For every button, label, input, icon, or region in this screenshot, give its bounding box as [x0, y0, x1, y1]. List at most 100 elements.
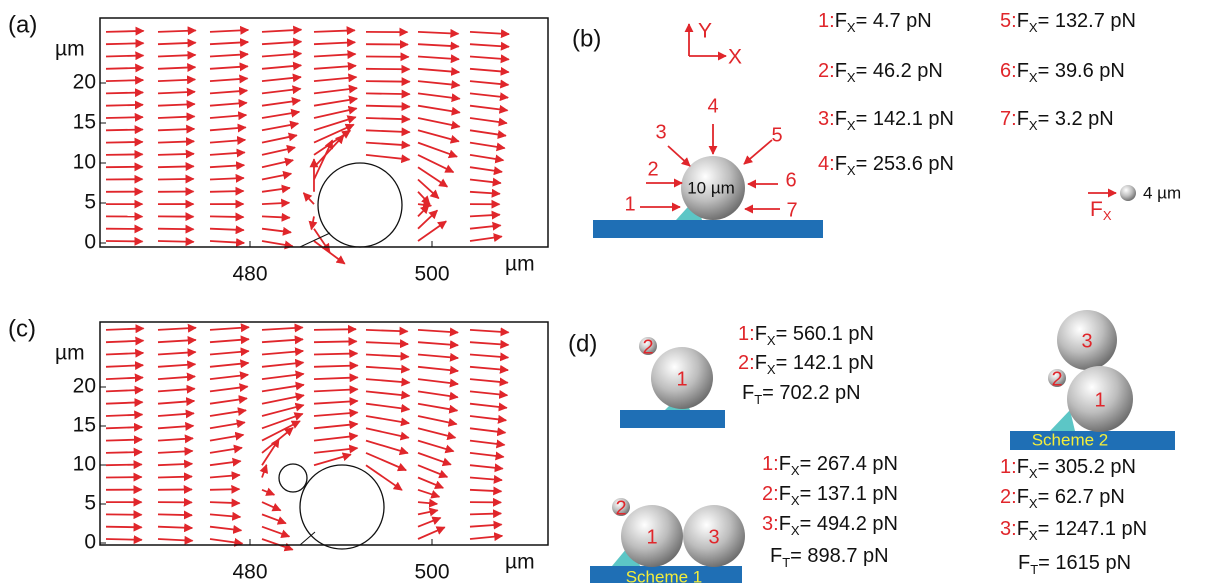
force-symbol: F: [779, 513, 791, 535]
arrow: [262, 77, 301, 81]
x-tick-label: 480: [232, 561, 267, 583]
arrow: [262, 465, 266, 478]
force-subscript: X: [847, 163, 856, 178]
sphere-number: 3: [708, 526, 719, 548]
force-label: 1:FX= 305.2 pN: [1000, 456, 1136, 481]
arrow: [158, 527, 192, 528]
arrow: [366, 367, 409, 370]
arrow: [210, 216, 244, 217]
force-subscript: T: [1030, 562, 1038, 577]
force-symbol: F: [779, 483, 791, 505]
arrow: [106, 154, 143, 155]
force-label: FT= 1615 pN: [1018, 552, 1131, 577]
y-tick-label: 10: [73, 453, 96, 476]
force-subscript: X: [791, 523, 800, 538]
obstacle: [300, 465, 384, 549]
arrow: [158, 67, 195, 69]
arrow: [470, 367, 508, 370]
arrow: [262, 514, 286, 523]
arrow: [418, 518, 441, 527]
force-value: = 898.7 pN: [790, 545, 888, 567]
arrow: [314, 108, 357, 118]
force-label: 1:FX= 4.7 pN: [818, 10, 932, 35]
arrow: [158, 179, 194, 180]
arrow: [106, 130, 143, 131]
arrow: [106, 390, 143, 392]
arrow: [366, 81, 410, 82]
arrow: [106, 365, 143, 367]
arrow: [106, 31, 144, 32]
force-value: = 1615 pN: [1038, 552, 1131, 574]
arrow: [262, 502, 281, 510]
force-subscript: X: [1029, 528, 1038, 543]
arrow: [106, 415, 142, 416]
arrow: [158, 116, 195, 118]
arrow: [470, 32, 509, 34]
arrow: [418, 502, 437, 504]
arrow: [314, 341, 357, 342]
sphere-number: 2: [615, 497, 626, 519]
arrow: [314, 30, 355, 32]
arrow: [210, 66, 248, 68]
arrow-number: 5: [771, 124, 782, 146]
sphere-size: 10 µm: [687, 178, 735, 197]
force-subscript: T: [782, 555, 790, 570]
force-label: 5:FX= 132.7 pN: [1000, 10, 1136, 35]
arrow: [314, 365, 358, 366]
force-index: 3:: [762, 513, 779, 535]
arrow: [418, 57, 459, 60]
y-unit: µm: [55, 342, 85, 365]
arrow: [210, 539, 242, 543]
arrow: [158, 241, 194, 242]
force-index: 1:: [738, 323, 755, 345]
arrow: [470, 69, 509, 72]
arrow: [470, 513, 501, 514]
arrow: [106, 427, 142, 428]
arrow: [418, 330, 458, 333]
arrow: [210, 363, 248, 367]
arrow: [418, 81, 460, 85]
arrow: [158, 129, 194, 130]
arrow: [314, 448, 357, 453]
arrow: [366, 118, 410, 119]
arrow: [210, 422, 245, 428]
sphere-number: 3: [1081, 330, 1092, 352]
arrow: [262, 351, 303, 354]
arrow: [158, 426, 193, 429]
panel-label: (c): [8, 315, 36, 342]
arrow: [366, 441, 408, 454]
arrow: [210, 387, 248, 392]
arrow: [314, 117, 356, 130]
force-subscript: X: [1029, 496, 1038, 511]
arrow: [106, 439, 142, 440]
arrow: [314, 140, 332, 179]
arrow: [366, 143, 410, 146]
force-subscript: X: [847, 118, 856, 133]
arrow: [314, 424, 357, 428]
force-index: 2:: [738, 352, 755, 374]
force-symbol: F: [755, 352, 767, 374]
arrow: [158, 451, 193, 453]
force-value: = 137.1 pN: [800, 483, 898, 505]
arrow: [262, 527, 289, 537]
arrow: [470, 478, 502, 481]
arrow: [418, 143, 457, 157]
arrow: [210, 165, 244, 167]
arrow: [418, 527, 445, 539]
arrow: [106, 539, 142, 540]
force-symbol: F: [1017, 486, 1029, 508]
tether: [300, 532, 315, 545]
arrow: [366, 155, 409, 160]
arrow: [158, 340, 196, 342]
sphere-number: 1: [1094, 389, 1105, 411]
arrow: [210, 91, 247, 94]
sphere-number: 2: [642, 336, 653, 358]
arrow: [210, 327, 249, 330]
arrow: [210, 115, 246, 118]
arrow: [262, 363, 303, 367]
arrow: [418, 428, 455, 437]
arrow: [470, 215, 500, 217]
arrow: [106, 92, 143, 93]
arrow: [366, 342, 408, 344]
arrow: [314, 42, 355, 44]
